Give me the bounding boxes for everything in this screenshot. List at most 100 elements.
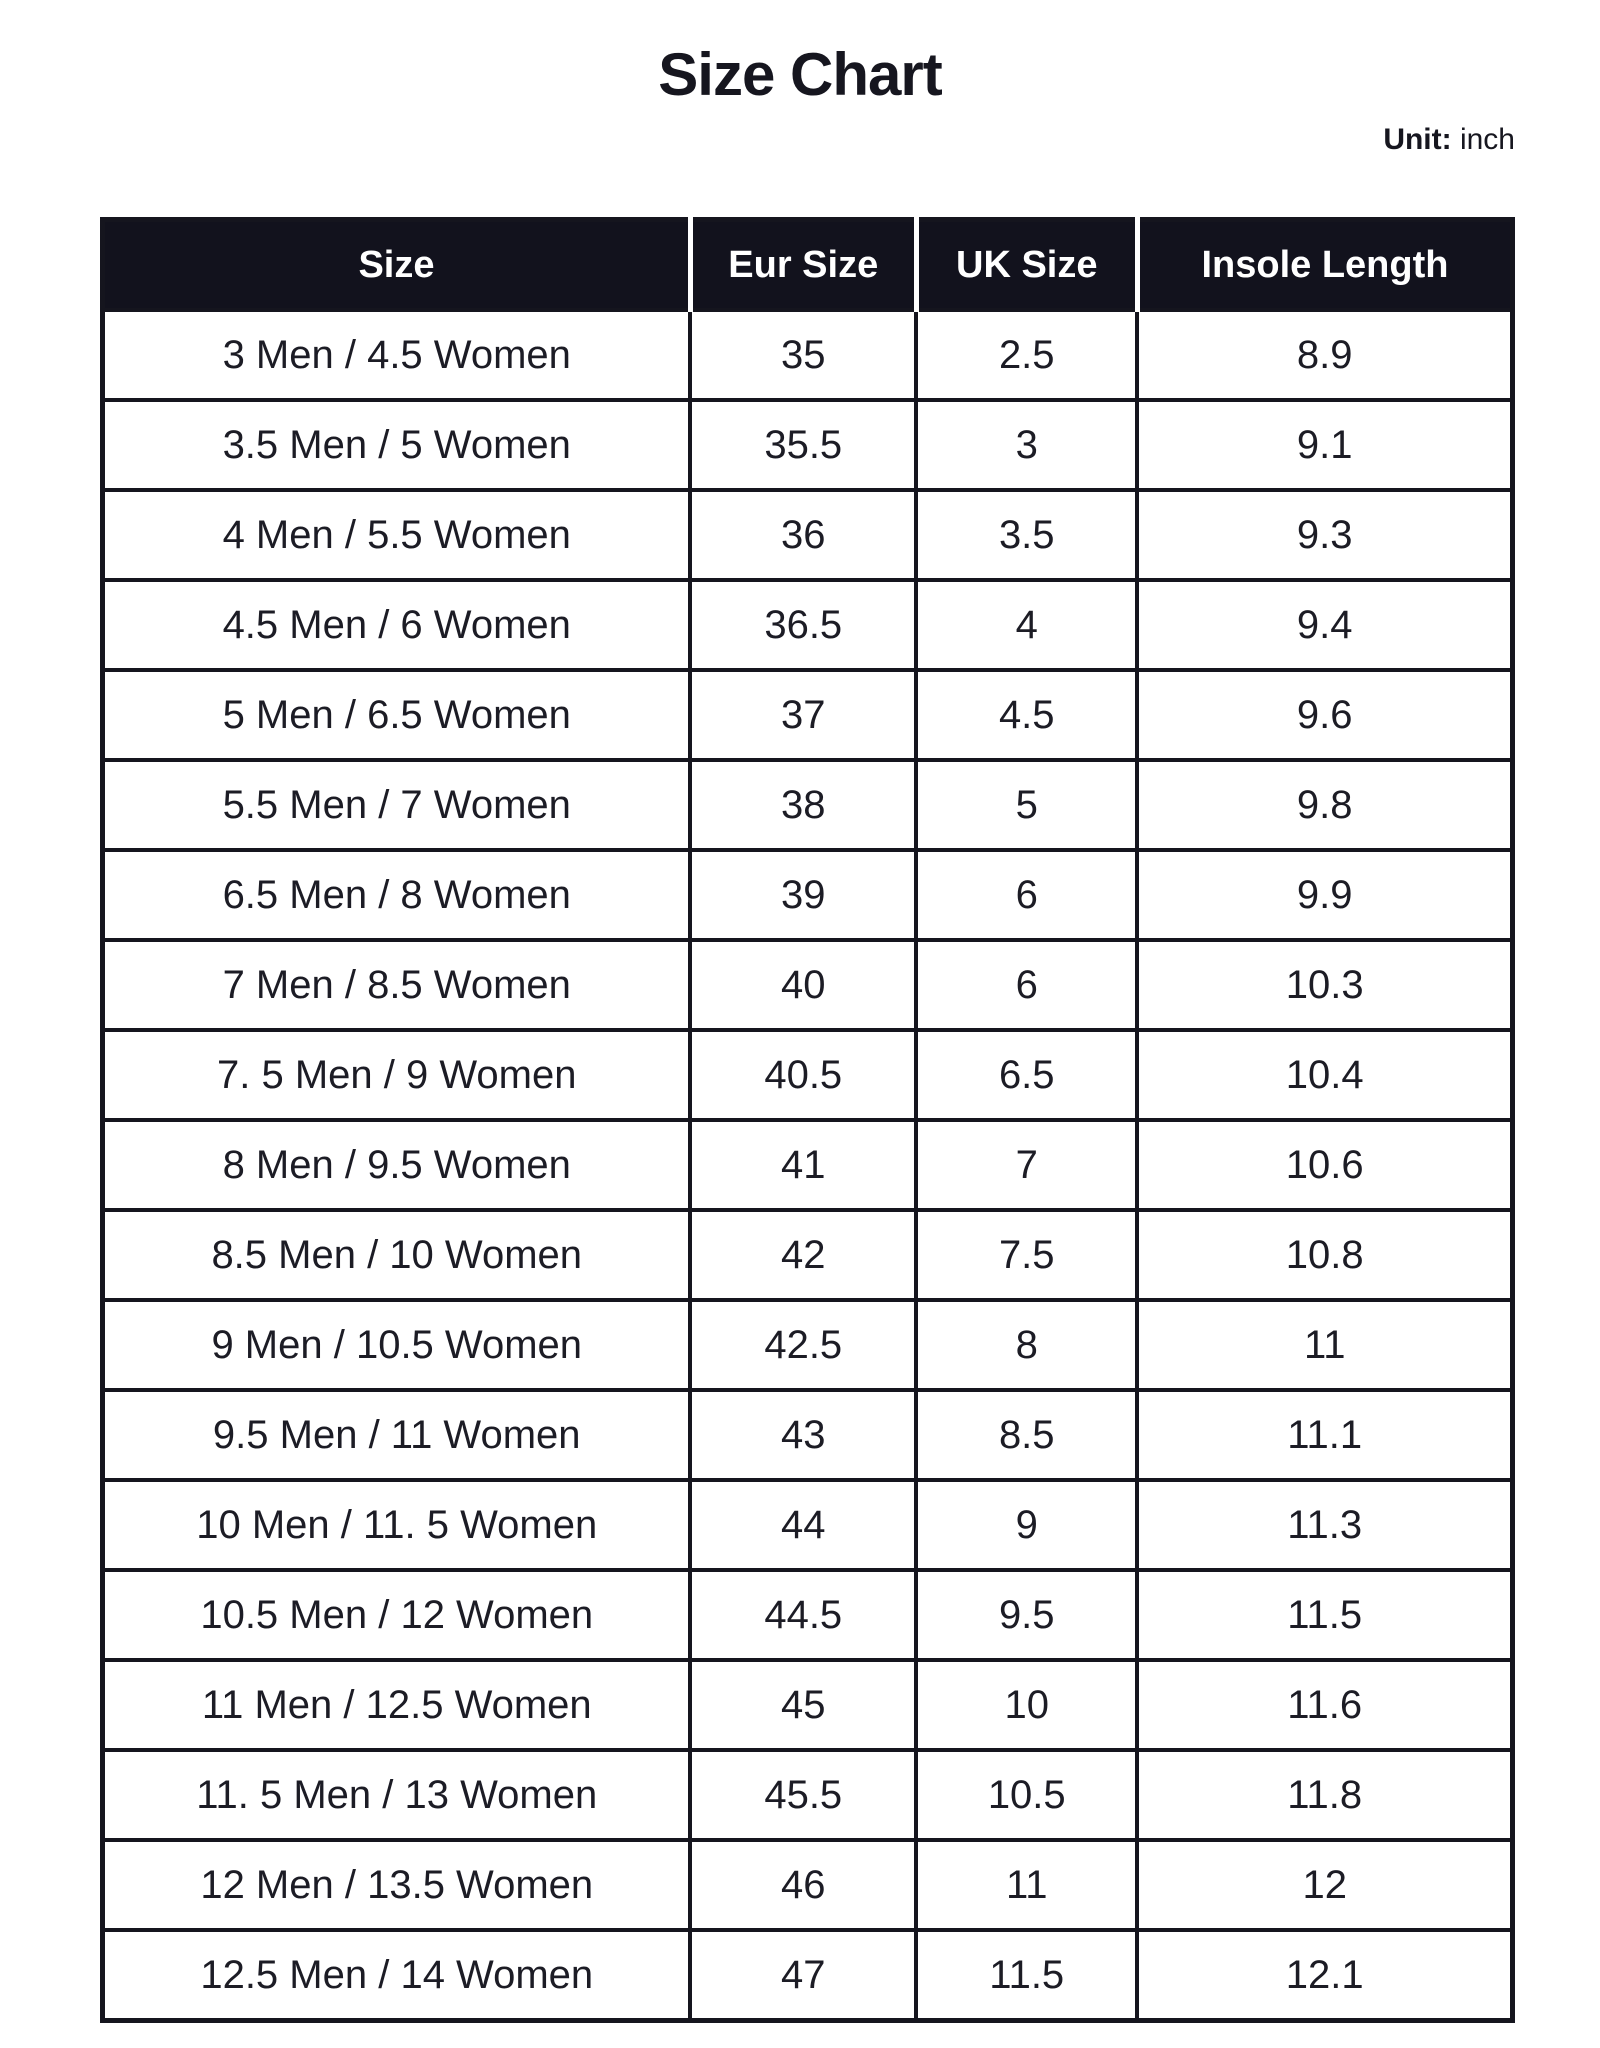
table-cell: 45.5 [688,1748,919,1842]
table-cell: 3 [914,398,1140,492]
table-header: Size Eur Size UK Size Insole Length [100,217,1515,312]
table-cell: 5 Men / 6.5 Women [100,668,693,762]
unit-value: inch [1451,123,1515,156]
table-row: 3.5 Men / 5 Women 35.5 3 9.1 [100,398,1515,492]
table-cell: 11. 5 Men / 13 Women [100,1748,693,1842]
column-header-insole-length: Insole Length [1134,217,1515,312]
table-cell: 9.5 [914,1568,1140,1662]
column-header-uk-size: UK Size [913,217,1140,312]
table-cell: 44 [688,1478,919,1572]
table-cell: 36.5 [688,578,919,672]
table-row: 4.5 Men / 6 Women 36.5 4 9.4 [100,578,1515,672]
table-cell: 8.5 [914,1388,1140,1482]
table-cell: 7 [914,1118,1140,1212]
table-cell: 6 [914,938,1140,1032]
table-cell: 4.5 Men / 6 Women [100,578,693,672]
table-cell: 4.5 [914,668,1140,762]
table-cell: 44.5 [688,1568,919,1662]
table-row: 12.5 Men / 14 Women 47 11.5 12.1 [100,1928,1515,2023]
table-cell: 3.5 [914,488,1140,582]
table-cell: 43 [688,1388,919,1482]
table-cell: 7 Men / 8.5 Women [100,938,693,1032]
table-cell: 7.5 [914,1208,1140,1302]
table-cell: 3.5 Men / 5 Women [100,398,693,492]
table-cell: 12 Men / 13.5 Women [100,1838,693,1932]
table-cell: 5.5 Men / 7 Women [100,758,693,852]
table-cell: 9.6 [1135,668,1515,762]
table-cell: 45 [688,1658,919,1752]
table-row: 9.5 Men / 11 Women 43 8.5 11.1 [100,1388,1515,1482]
table-cell: 5 [914,758,1140,852]
table-cell: 9.4 [1135,578,1515,672]
table-cell: 11.3 [1135,1478,1515,1572]
table-cell: 40.5 [688,1028,919,1122]
table-row: 12 Men / 13.5 Women 46 11 12 [100,1838,1515,1932]
table-cell: 9.5 Men / 11 Women [100,1388,693,1482]
table-cell: 11.8 [1135,1748,1515,1842]
table-cell: 11.5 [914,1928,1140,2023]
table-cell: 2.5 [914,308,1140,402]
table-cell: 9.9 [1135,848,1515,942]
table-row: 8 Men / 9.5 Women 41 7 10.6 [100,1118,1515,1212]
table-row: 4 Men / 5.5 Women 36 3.5 9.3 [100,488,1515,582]
table-cell: 10.5 Men / 12 Women [100,1568,693,1662]
table-cell: 35.5 [688,398,919,492]
unit-note: Unit: inch [100,123,1515,157]
table-cell: 41 [688,1118,919,1212]
table-cell: 10.8 [1135,1208,1515,1302]
table-cell: 10 [914,1658,1140,1752]
table-cell: 40 [688,938,919,1032]
table-row: 5 Men / 6.5 Women 37 4.5 9.6 [100,668,1515,762]
table-row: 10.5 Men / 12 Women 44.5 9.5 11.5 [100,1568,1515,1662]
column-header-size: Size [100,217,693,312]
table-cell: 12 [1135,1838,1515,1932]
table-cell: 9 [914,1478,1140,1572]
table-cell: 10 Men / 11. 5 Women [100,1478,693,1572]
table-cell: 8.9 [1135,308,1515,402]
column-header-eur-size: Eur Size [687,217,919,312]
table-cell: 7. 5 Men / 9 Women [100,1028,693,1122]
table-cell: 10.4 [1135,1028,1515,1122]
table-cell: 4 [914,578,1140,672]
page-title: Size Chart [658,41,942,108]
table-row: 6.5 Men / 8 Women 39 6 9.9 [100,848,1515,942]
table-cell: 9 Men / 10.5 Women [100,1298,693,1392]
table-cell: 11 Men / 12.5 Women [100,1658,693,1752]
table-cell: 8 [914,1298,1140,1392]
table-cell: 46 [688,1838,919,1932]
table-row: 3 Men / 4.5 Women 35 2.5 8.9 [100,308,1515,402]
table-cell: 36 [688,488,919,582]
table-cell: 6 [914,848,1140,942]
table-cell: 11.1 [1135,1388,1515,1482]
table-cell: 6.5 [914,1028,1140,1122]
table-row: 10 Men / 11. 5 Women 44 9 11.3 [100,1478,1515,1572]
table-cell: 38 [688,758,919,852]
table-cell: 11 [914,1838,1140,1932]
table-cell: 9.1 [1135,398,1515,492]
table-cell: 9.8 [1135,758,1515,852]
table-row: 11. 5 Men / 13 Women 45.5 10.5 11.8 [100,1748,1515,1842]
table-row: 5.5 Men / 7 Women 38 5 9.8 [100,758,1515,852]
size-chart-table: Size Eur Size UK Size Insole Length 3 Me… [100,217,1515,2023]
table-cell: 10.6 [1135,1118,1515,1212]
table-cell: 42 [688,1208,919,1302]
table-cell: 10.5 [914,1748,1140,1842]
table-cell: 11.6 [1135,1658,1515,1752]
table-cell: 6.5 Men / 8 Women [100,848,693,942]
unit-label: Unit: [1383,123,1452,156]
table-row: 9 Men / 10.5 Women 42.5 8 11 [100,1298,1515,1392]
table-row: 11 Men / 12.5 Women 45 10 11.6 [100,1658,1515,1752]
table-cell: 10.3 [1135,938,1515,1032]
table-row: 7. 5 Men / 9 Women 40.5 6.5 10.4 [100,1028,1515,1122]
table-cell: 11.5 [1135,1568,1515,1662]
table-cell: 3 Men / 4.5 Women [100,308,693,402]
table-row: 7 Men / 8.5 Women 40 6 10.3 [100,938,1515,1032]
table-cell: 8.5 Men / 10 Women [100,1208,693,1302]
table-cell: 39 [688,848,919,942]
header-row: Size Eur Size UK Size Insole Length [100,217,1515,312]
table-cell: 8 Men / 9.5 Women [100,1118,693,1212]
table-cell: 12.5 Men / 14 Women [100,1928,693,2023]
table-cell: 9.3 [1135,488,1515,582]
table-cell: 11 [1135,1298,1515,1392]
